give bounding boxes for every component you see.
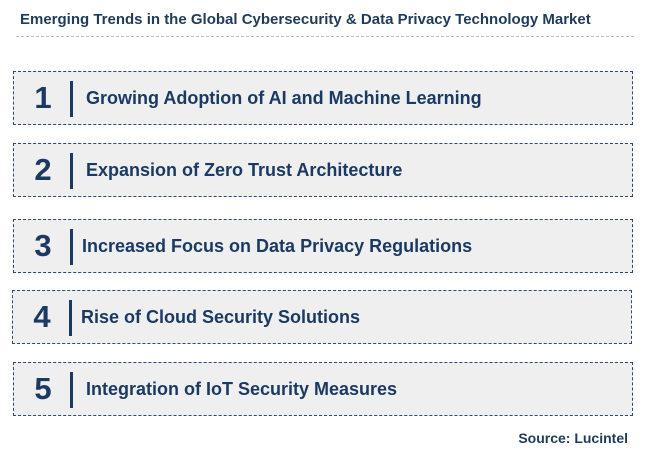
trend-item-4: 4 Rise of Cloud Security Solutions <box>12 290 632 344</box>
trend-item-2: 2 Expansion of Zero Trust Architecture <box>13 143 633 197</box>
trend-separator-2 <box>70 153 73 189</box>
trend-separator-4 <box>69 300 72 336</box>
source-credit: Source: Lucintel <box>518 430 628 446</box>
trend-separator-3 <box>70 229 73 265</box>
trend-number-5: 5 <box>34 371 52 406</box>
trend-label-3: Increased Focus on Data Privacy Regulati… <box>82 235 473 256</box>
trend-number-3: 3 <box>34 228 52 263</box>
trend-label-1: Growing Adoption of AI and Machine Learn… <box>86 87 482 108</box>
trend-separator-5 <box>70 372 73 408</box>
trend-separator-1 <box>70 81 73 117</box>
trend-label-4: Rise of Cloud Security Solutions <box>81 306 361 327</box>
trend-item-1: 1 Growing Adoption of AI and Machine Lea… <box>13 71 633 125</box>
trend-number-1: 1 <box>34 80 52 115</box>
trend-item-3: 3 Increased Focus on Data Privacy Regula… <box>13 219 633 273</box>
trend-label-5: Integration of IoT Security Measures <box>86 378 398 399</box>
trend-item-5: 5 Integration of IoT Security Measures <box>13 362 633 416</box>
trend-number-2: 2 <box>34 152 52 187</box>
trend-number-4: 4 <box>33 299 51 334</box>
title-divider <box>16 36 634 37</box>
trend-label-2: Expansion of Zero Trust Architecture <box>86 159 403 180</box>
diagram-title: Emerging Trends in the Global Cybersecur… <box>20 11 591 28</box>
